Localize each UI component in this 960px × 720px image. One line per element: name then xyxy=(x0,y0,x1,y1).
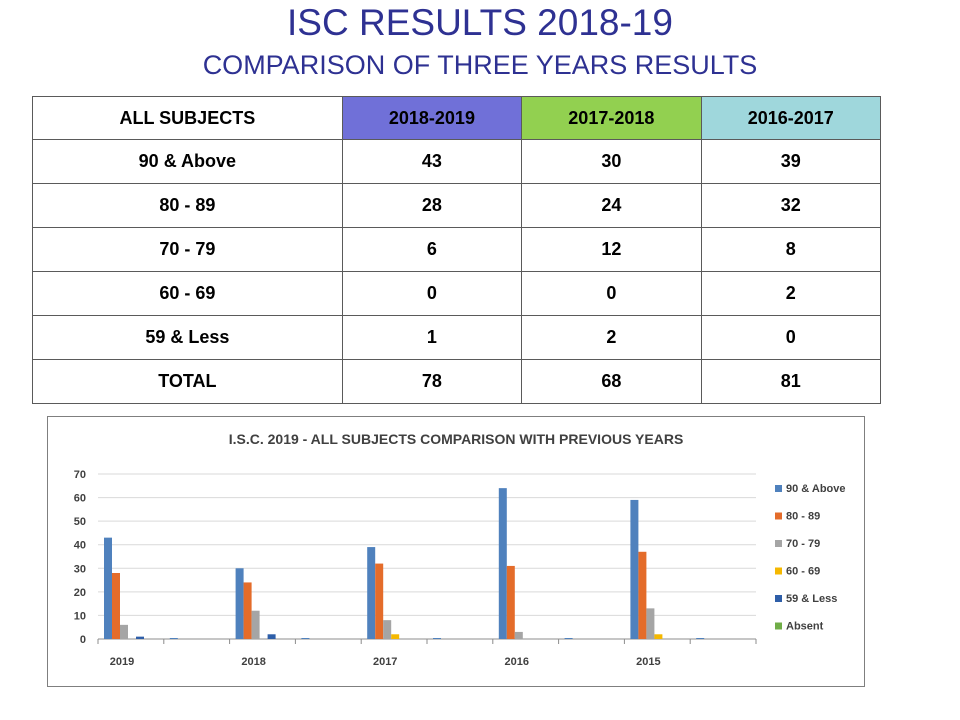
table-cell: 6 xyxy=(341,227,523,272)
table-cell: 32 xyxy=(700,183,882,228)
column-header: 2017-2018 xyxy=(521,96,702,140)
chart-title: I.S.C. 2019 - ALL SUBJECTS COMPARISON WI… xyxy=(229,431,684,447)
legend-swatch xyxy=(775,622,782,630)
bar xyxy=(696,638,705,639)
bar xyxy=(267,634,276,639)
row-label: 59 & Less xyxy=(32,315,343,360)
table-cell: 1 xyxy=(341,315,523,360)
legend-label: 90 & Above xyxy=(786,483,846,495)
legend-swatch xyxy=(775,512,782,520)
table-cell: 0 xyxy=(341,271,523,316)
bar xyxy=(630,499,639,639)
row-label: 70 - 79 xyxy=(32,227,343,272)
bar xyxy=(235,568,244,639)
row-label: 60 - 69 xyxy=(32,271,343,316)
y-tick-label: 60 xyxy=(74,493,86,505)
legend-swatch xyxy=(775,567,782,575)
bar xyxy=(391,634,400,639)
table-row: 80 - 89 28 24 32 xyxy=(32,183,882,228)
bar xyxy=(638,551,647,639)
row-label: TOTAL xyxy=(32,359,343,404)
table-cell: 39 xyxy=(700,139,882,184)
table-cell: 8 xyxy=(700,227,882,272)
table-row: 90 & Above 43 30 39 xyxy=(32,139,882,184)
results-table: ALL SUBJECTS 2018-2019 2017-2018 2016-2017 9… xyxy=(32,96,882,404)
page-title: ISC RESULTS 2018-19 xyxy=(287,2,673,43)
table-row: 60 - 69 0 0 2 xyxy=(32,271,882,316)
legend-swatch xyxy=(775,595,782,602)
bar xyxy=(136,636,144,639)
table-cell: 68 xyxy=(521,359,702,404)
table-row: TOTAL 78 68 81 xyxy=(32,359,882,404)
y-tick-label: 50 xyxy=(74,516,86,528)
bar xyxy=(112,573,120,639)
table-cell: 28 xyxy=(341,183,523,228)
table-cell: 2 xyxy=(700,271,882,316)
column-header: 2016-2017 xyxy=(700,96,882,140)
x-tick-label: 2015 xyxy=(636,656,660,668)
table-cell: 24 xyxy=(521,183,702,228)
bar xyxy=(169,638,178,639)
legend-label: 70 - 79 xyxy=(786,538,820,550)
bar-chart: I.S.C. 2019 - ALL SUBJECTS COMPARISON WI… xyxy=(74,431,846,668)
bar xyxy=(301,638,310,639)
x-tick-label: 2018 xyxy=(241,656,265,668)
row-label: 80 - 89 xyxy=(32,183,343,228)
bar xyxy=(564,638,573,639)
bar xyxy=(646,608,655,639)
bar xyxy=(251,610,260,639)
bar xyxy=(433,638,441,639)
bar xyxy=(120,624,128,639)
bar xyxy=(383,620,392,639)
table-cell: 81 xyxy=(700,359,882,404)
bar xyxy=(104,537,112,639)
legend-label: 60 - 69 xyxy=(786,566,820,578)
legend-label: 80 - 89 xyxy=(786,511,820,523)
table-cell: 30 xyxy=(521,139,702,184)
chart-container: I.S.C. 2019 - ALL SUBJECTS COMPARISON WI… xyxy=(47,416,865,687)
table-cell: 2 xyxy=(521,315,702,360)
table-cell: 0 xyxy=(521,271,702,316)
page-subtitle: COMPARISON OF THREE YEARS RESULTS xyxy=(202,50,758,80)
table-row: 59 & Less 1 2 0 xyxy=(32,315,882,360)
legend-label: 59 & Less xyxy=(786,593,837,605)
y-tick-label: 40 xyxy=(74,540,86,552)
y-tick-label: 10 xyxy=(74,610,86,622)
table-row: 70 - 79 6 12 8 xyxy=(32,227,882,272)
table-cell: 43 xyxy=(341,139,523,184)
legend-label: Absent xyxy=(786,621,824,633)
table-cell: 78 xyxy=(341,359,523,404)
bar xyxy=(498,488,507,639)
column-header: 2018-2019 xyxy=(341,96,523,140)
x-tick-label: 2019 xyxy=(110,656,134,668)
legend-swatch xyxy=(775,540,782,547)
table-header-row: ALL SUBJECTS 2018-2019 2017-2018 2016-2017 xyxy=(32,96,882,140)
y-tick-label: 70 xyxy=(74,469,86,481)
y-tick-label: 20 xyxy=(74,587,86,599)
row-label: 90 & Above xyxy=(32,139,343,184)
x-tick-label: 2016 xyxy=(505,656,529,668)
table-cell: 12 xyxy=(521,227,702,272)
column-header: ALL SUBJECTS xyxy=(32,96,343,140)
x-tick-label: 2017 xyxy=(373,656,397,668)
bar xyxy=(654,634,663,639)
bar xyxy=(375,563,384,639)
y-tick-label: 0 xyxy=(80,634,86,646)
bar xyxy=(243,582,252,639)
bar xyxy=(514,631,523,639)
table-cell: 0 xyxy=(700,315,882,360)
legend-swatch xyxy=(775,485,782,492)
bar xyxy=(367,547,376,639)
bar xyxy=(506,565,515,639)
y-tick-label: 30 xyxy=(74,563,86,575)
